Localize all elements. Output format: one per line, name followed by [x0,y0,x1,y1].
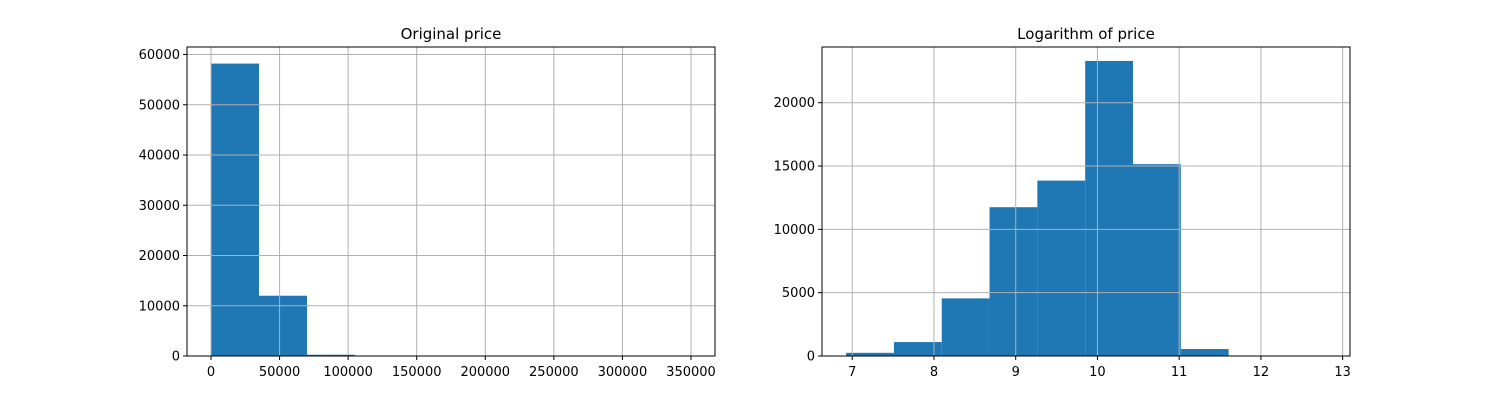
y-tick-label: 20000 [139,249,180,264]
histogram-bar [941,298,990,356]
histogram-bar [1085,60,1133,357]
chart-title: Original price [401,25,502,43]
x-tick-label: 9 [1012,365,1020,380]
histogram-bar [1133,164,1181,356]
x-tick-label: 100000 [323,365,373,380]
x-tick-label: 300000 [598,365,648,380]
chart-title: Logarithm of price [1017,25,1155,43]
x-tick-label: 11 [1171,365,1188,380]
y-tick-label: 50000 [139,98,180,113]
histogram-bar [307,354,355,356]
y-tick-label: 10000 [139,299,180,314]
histogram-bar [989,207,1038,356]
histogram-log-price: 7 8 9 10 11 12 13 0 5000 10000 15000 20000 Logarithm… [774,25,1351,380]
y-tick-label: 20000 [774,96,815,111]
y-tick-label: 10000 [774,223,815,238]
y-tick-label: 15000 [774,160,815,175]
y-tick-label: 40000 [139,149,180,164]
histogram-bar [893,342,942,356]
y-tick-label: 30000 [139,199,180,214]
histogram-bar [211,63,259,356]
x-tick-label: 0 [207,365,215,380]
y-tick-label: 5000 [782,286,815,301]
y-tick-label: 0 [172,350,180,365]
plot-frame [821,46,1351,357]
plot-frame [186,46,716,357]
histogram-bar [1037,180,1086,356]
x-tick-label: 150000 [392,365,442,380]
x-tick-label: 7 [848,365,856,380]
x-tick-label: 50000 [259,365,300,380]
x-tick-label: 12 [1253,365,1270,380]
y-tick-label: 60000 [139,48,180,63]
x-tick-label: 350000 [666,365,716,380]
x-tick-label: 8 [930,365,938,380]
x-tick-label: 250000 [529,365,579,380]
histogram-original-price: 0 50000 100000 150000 200000 250000 300000 3500… [139,25,716,380]
histogram-bar [1180,349,1229,356]
histogram-bar [259,295,307,356]
histogram-bar [846,352,894,356]
x-tick-label: 10 [1089,365,1106,380]
x-tick-label: 200000 [460,365,510,380]
x-tick-label: 13 [1334,365,1351,380]
y-tick-label: 0 [807,350,815,365]
